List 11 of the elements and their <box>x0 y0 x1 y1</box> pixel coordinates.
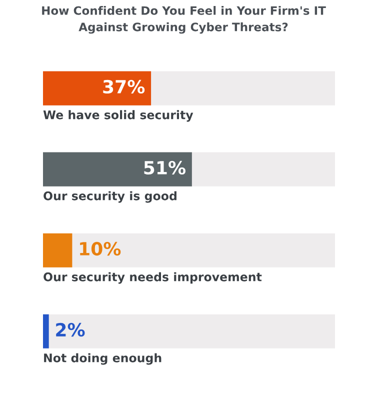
data-label: 37% <box>103 80 145 94</box>
data-label: 2% <box>56 322 85 337</box>
chart-title: How Confident Do You Feel in Your Firm's IT Against Growing Cyber Threats? <box>42 6 326 34</box>
bar <box>43 233 72 268</box>
y-tick-label: Our security needs improvement <box>44 272 262 284</box>
y-tick-label: We have solid security <box>43 110 194 122</box>
data-label: 10% <box>80 242 121 256</box>
data-label: 51% <box>144 160 186 175</box>
bar <box>43 314 49 348</box>
y-tick-label: Our security is good <box>44 191 176 203</box>
y-tick-label: Not doing enough <box>44 353 162 365</box>
